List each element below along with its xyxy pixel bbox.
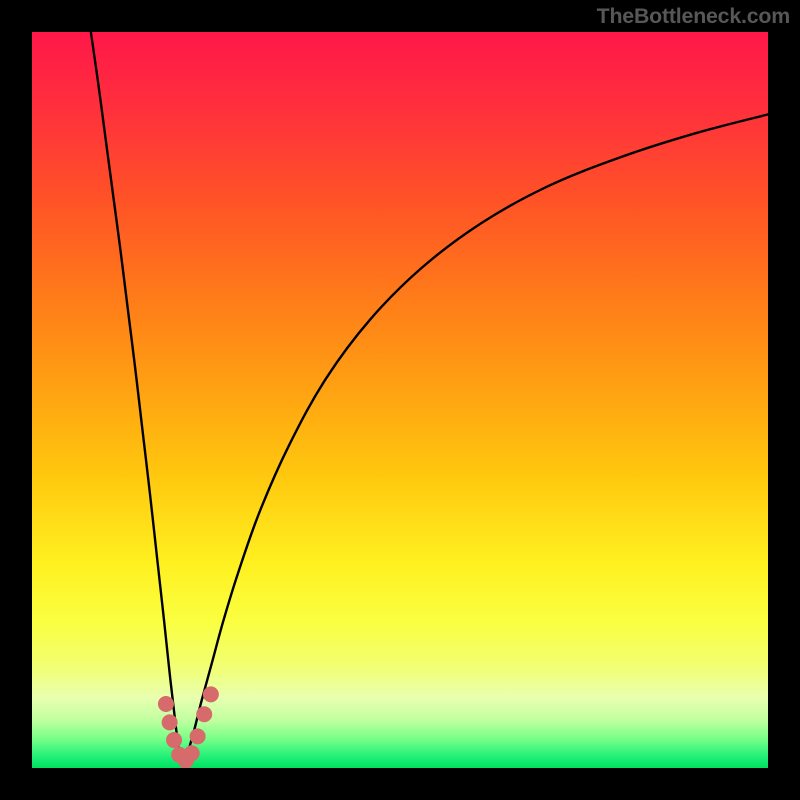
marker-point bbox=[203, 686, 219, 702]
chart-svg-layer bbox=[32, 32, 768, 768]
watermark-text: TheBottleneck.com bbox=[597, 4, 790, 29]
plot-area bbox=[32, 32, 768, 768]
bottleneck-curve bbox=[91, 32, 768, 764]
marker-point bbox=[196, 706, 212, 722]
marker-point bbox=[190, 728, 206, 744]
chart-outer-frame: TheBottleneck.com bbox=[0, 0, 800, 800]
marker-point bbox=[166, 732, 182, 748]
marker-point bbox=[158, 696, 174, 712]
marker-point bbox=[184, 745, 200, 761]
marker-point bbox=[162, 714, 178, 730]
